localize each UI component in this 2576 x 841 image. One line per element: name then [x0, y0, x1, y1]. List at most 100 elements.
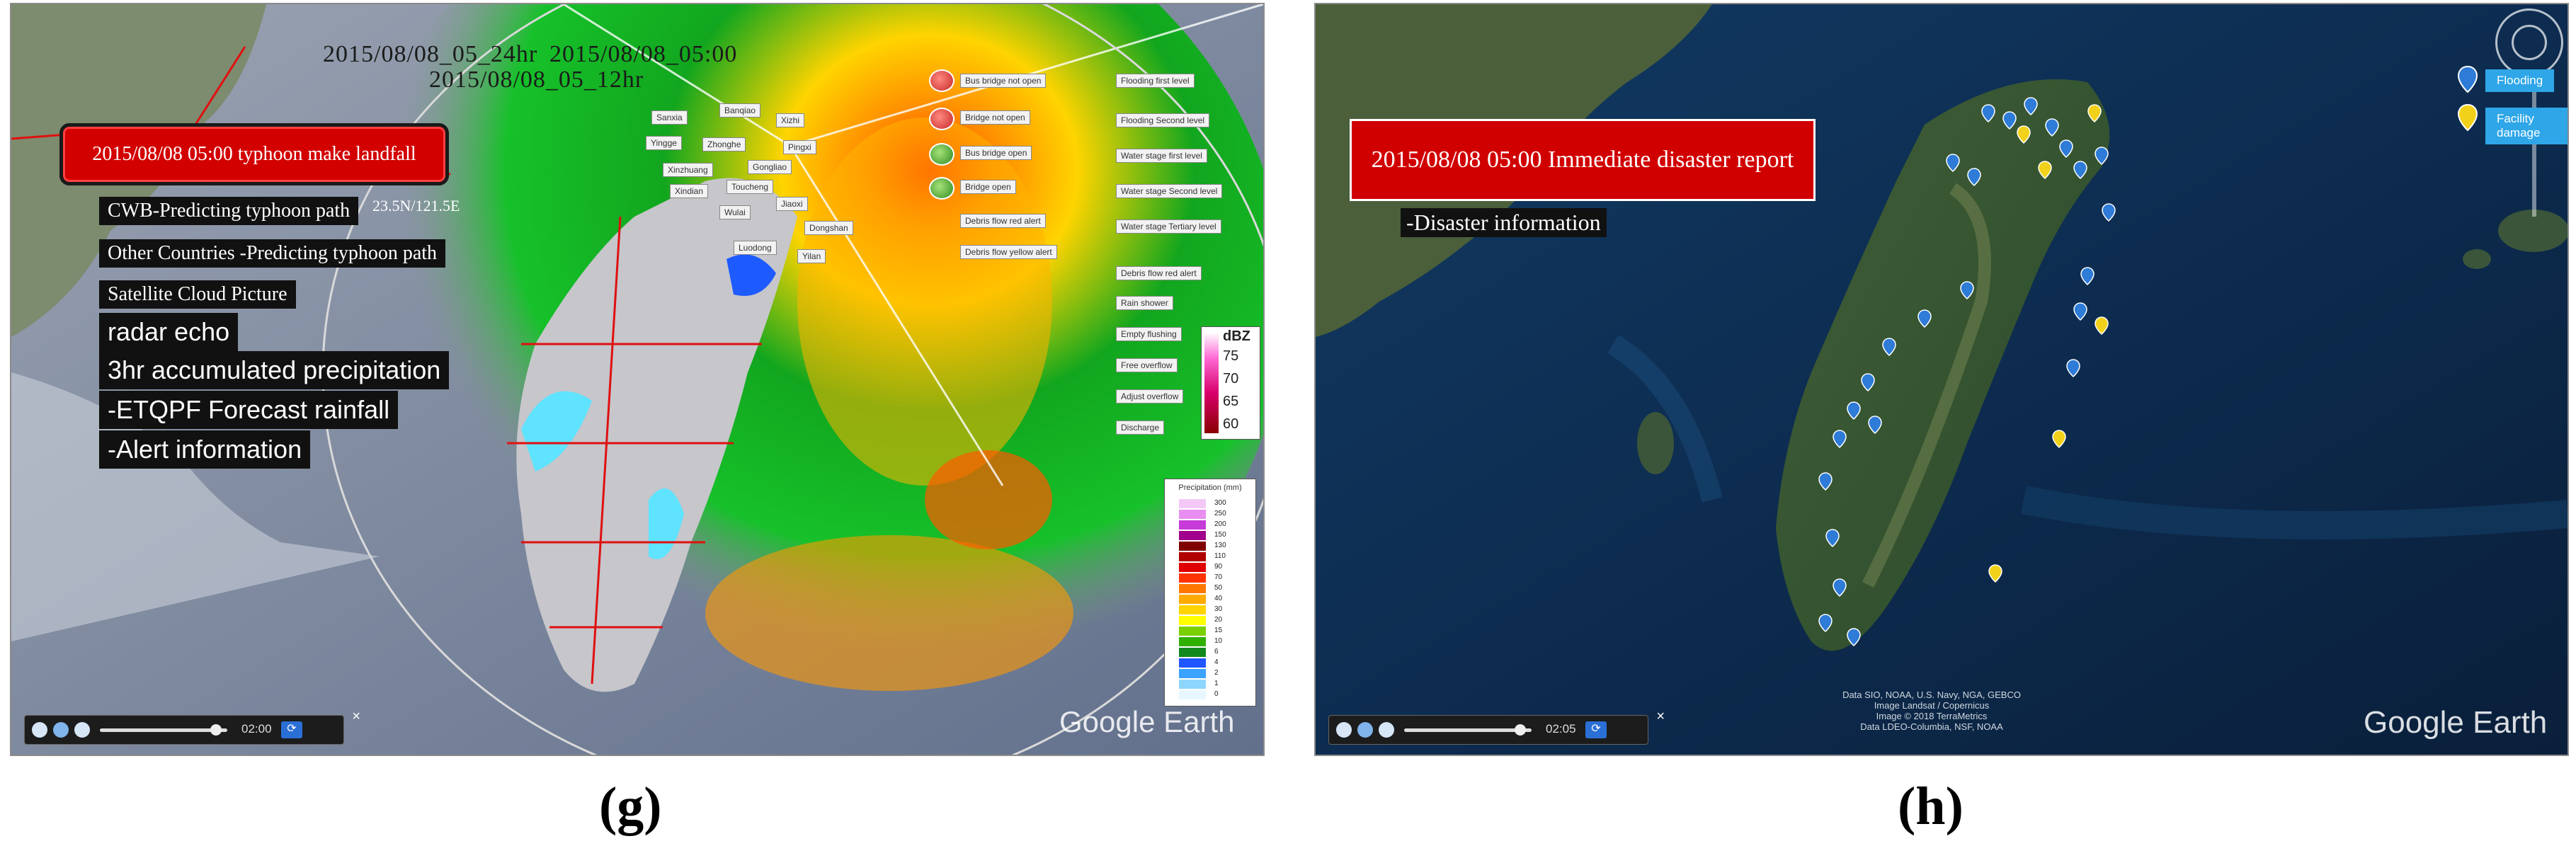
legend-debris-red[interactable]: Debris flow red alert [960, 214, 1046, 228]
precip-value-label: 150 [1214, 531, 1226, 539]
town-label[interactable]: Wulai [719, 205, 751, 219]
dbz-tick: 70 [1223, 371, 1239, 387]
layer-radar-echo[interactable]: radar echo [99, 313, 239, 351]
playback-time: 02:05 [1546, 722, 1576, 736]
time-slider-track[interactable] [1404, 728, 1532, 732]
coordinate-readout: 23.5N/121.5E [372, 197, 460, 214]
flooding-pin-icon [2457, 65, 2478, 93]
time-slider-handle[interactable] [210, 724, 222, 736]
legend-bridge-not-open[interactable]: Bridge not open [960, 110, 1030, 125]
forecast-time-24hr: 2015/08/08_05_24hr [323, 41, 538, 67]
town-label[interactable]: Toucheng [726, 180, 774, 194]
zoom-slider[interactable] [2532, 82, 2536, 217]
precip-color-cell [1179, 605, 1206, 614]
precip-value-label: 15 [1214, 627, 1223, 634]
legend-bus-bridge-open[interactable]: Bus bridge open [960, 146, 1032, 160]
loop-icon[interactable]: ⟳ [281, 721, 302, 738]
bridge-open-icon [929, 177, 954, 200]
town-label[interactable]: Banqiao [719, 103, 761, 118]
time-playback-bar: 02:05 ⟳ × [1328, 709, 1665, 745]
precip-value-label: 6 [1214, 648, 1219, 656]
legend-flooding-second[interactable]: Flooding Second level [1116, 113, 1210, 127]
legend-free-overflow[interactable]: Free overflow [1116, 358, 1178, 372]
layer-satellite-cloud[interactable]: Satellite Cloud Picture [99, 280, 296, 309]
town-label[interactable]: Jiaoxi [776, 197, 808, 211]
disaster-report-alert[interactable]: 2015/08/08 05:00 Immediate disaster repo… [1350, 119, 1816, 201]
legend-discharge[interactable]: Discharge [1116, 420, 1165, 435]
town-label[interactable]: Xizhi [776, 113, 805, 127]
precip-value-label: 130 [1214, 542, 1226, 549]
radar-map-canvas [11, 4, 1263, 755]
legend-bus-bridge-not-open[interactable]: Bus bridge not open [960, 74, 1047, 88]
play-button[interactable] [53, 722, 69, 738]
time-slider-track[interactable] [100, 728, 227, 732]
legend-flooding-first[interactable]: Flooding first level [1116, 74, 1195, 88]
town-label[interactable]: Zhonghe [702, 137, 746, 151]
town-label[interactable]: Pingxi [783, 140, 816, 154]
town-label[interactable]: Dongshan [804, 221, 853, 235]
town-label[interactable]: Xinzhuang [663, 163, 713, 177]
step-forward-button[interactable] [74, 722, 90, 738]
precipitation-legend: Precipitation (mm) 300 250 200 150 130 110 90 7… [1164, 479, 1256, 706]
precip-value-label: 70 [1214, 573, 1223, 581]
forecast-time-12hr: 2015/08/08_05_12hr [429, 67, 644, 93]
precip-value-label: 20 [1214, 616, 1223, 624]
precip-color-cell [1179, 637, 1206, 646]
loop-icon[interactable]: ⟳ [1585, 721, 1607, 738]
precip-value-label: 300 [1214, 499, 1226, 507]
legend-debris-yellow[interactable]: Debris flow yellow alert [960, 245, 1057, 259]
step-forward-button[interactable] [1379, 722, 1394, 738]
close-icon[interactable]: × [1656, 709, 1665, 724]
precip-color-cell [1179, 499, 1206, 508]
town-label[interactable]: Yingge [646, 136, 682, 150]
bridge-closed-icon [929, 108, 954, 130]
disaster-map-panel[interactable]: 2015/08/08 05:00 Immediate disaster repo… [1314, 3, 2569, 756]
precip-color-cell [1179, 680, 1206, 689]
close-icon[interactable]: × [352, 709, 360, 724]
radar-map-panel[interactable]: 2015/08/08_05_24hr 2015/08/08_05:00 2015… [10, 3, 1265, 756]
town-label[interactable]: Gongliao [748, 160, 792, 174]
town-label[interactable]: Xindian [670, 184, 709, 198]
precip-value-label: 50 [1214, 584, 1223, 592]
town-label[interactable]: Luodong [734, 241, 777, 255]
legend-adjust-overflow[interactable]: Adjust overflow [1116, 389, 1184, 404]
town-label[interactable]: Sanxia [651, 110, 688, 125]
precip-color-cell [1179, 595, 1206, 604]
legend-water-second[interactable]: Water stage Second level [1116, 184, 1223, 198]
precip-color-cell [1179, 690, 1206, 699]
layer-other-countries-path[interactable]: Other Countries -Predicting typhoon path [99, 239, 446, 268]
legend-water-tertiary[interactable]: Water stage Tertiary level [1116, 219, 1221, 234]
play-button[interactable] [1357, 722, 1373, 738]
legend-empty-flushing[interactable]: Empty flushing [1116, 327, 1182, 341]
legend-bridge-open[interactable]: Bridge open [960, 180, 1016, 194]
precip-value-label: 2 [1214, 669, 1219, 677]
legend-rain-shower[interactable]: Rain shower [1116, 296, 1173, 310]
figure-caption-h: (h) [1898, 777, 1964, 836]
layer-3hr-precipitation[interactable]: 3hr accumulated precipitation [99, 351, 450, 389]
legend-facility-damage[interactable]: Facility damage [2485, 108, 2568, 144]
dbz-unit: dBZ [1223, 328, 1250, 344]
layer-cwb-typhoon-path[interactable]: CWB-Predicting typhoon path [99, 197, 359, 225]
layer-alert-information[interactable]: -Alert information [99, 430, 311, 469]
precip-color-cell [1179, 669, 1206, 678]
layer-etqpf-forecast[interactable]: -ETQPF Forecast rainfall [99, 391, 399, 429]
figure-caption-g: (g) [599, 777, 662, 836]
bus-bridge-open-icon [929, 143, 954, 166]
time-playback-bar: 02:00 ⟳ × [24, 709, 360, 745]
step-back-button[interactable] [32, 722, 47, 738]
precip-color-cell [1179, 563, 1206, 572]
legend-flooding[interactable]: Flooding [2485, 69, 2555, 92]
typhoon-landfall-alert[interactable]: 2015/08/08 05:00 typhoon make landfall [59, 123, 449, 185]
time-slider-handle[interactable] [1515, 724, 1526, 736]
precip-color-cell [1179, 658, 1206, 668]
town-label[interactable]: Yilan [797, 249, 826, 263]
legend-water-first[interactable]: Water stage first level [1116, 149, 1207, 163]
precip-color-cell [1179, 573, 1206, 583]
legend-debris-flow-red[interactable]: Debris flow red alert [1116, 266, 1202, 280]
compass-center[interactable] [2512, 25, 2547, 60]
compass-control[interactable] [2495, 8, 2563, 76]
google-earth-logo: Google Earth [2364, 705, 2548, 740]
layer-disaster-information[interactable]: -Disaster information [1401, 208, 1607, 237]
forecast-time-current: 2015/08/08_05:00 [549, 41, 738, 67]
step-back-button[interactable] [1336, 722, 1352, 738]
